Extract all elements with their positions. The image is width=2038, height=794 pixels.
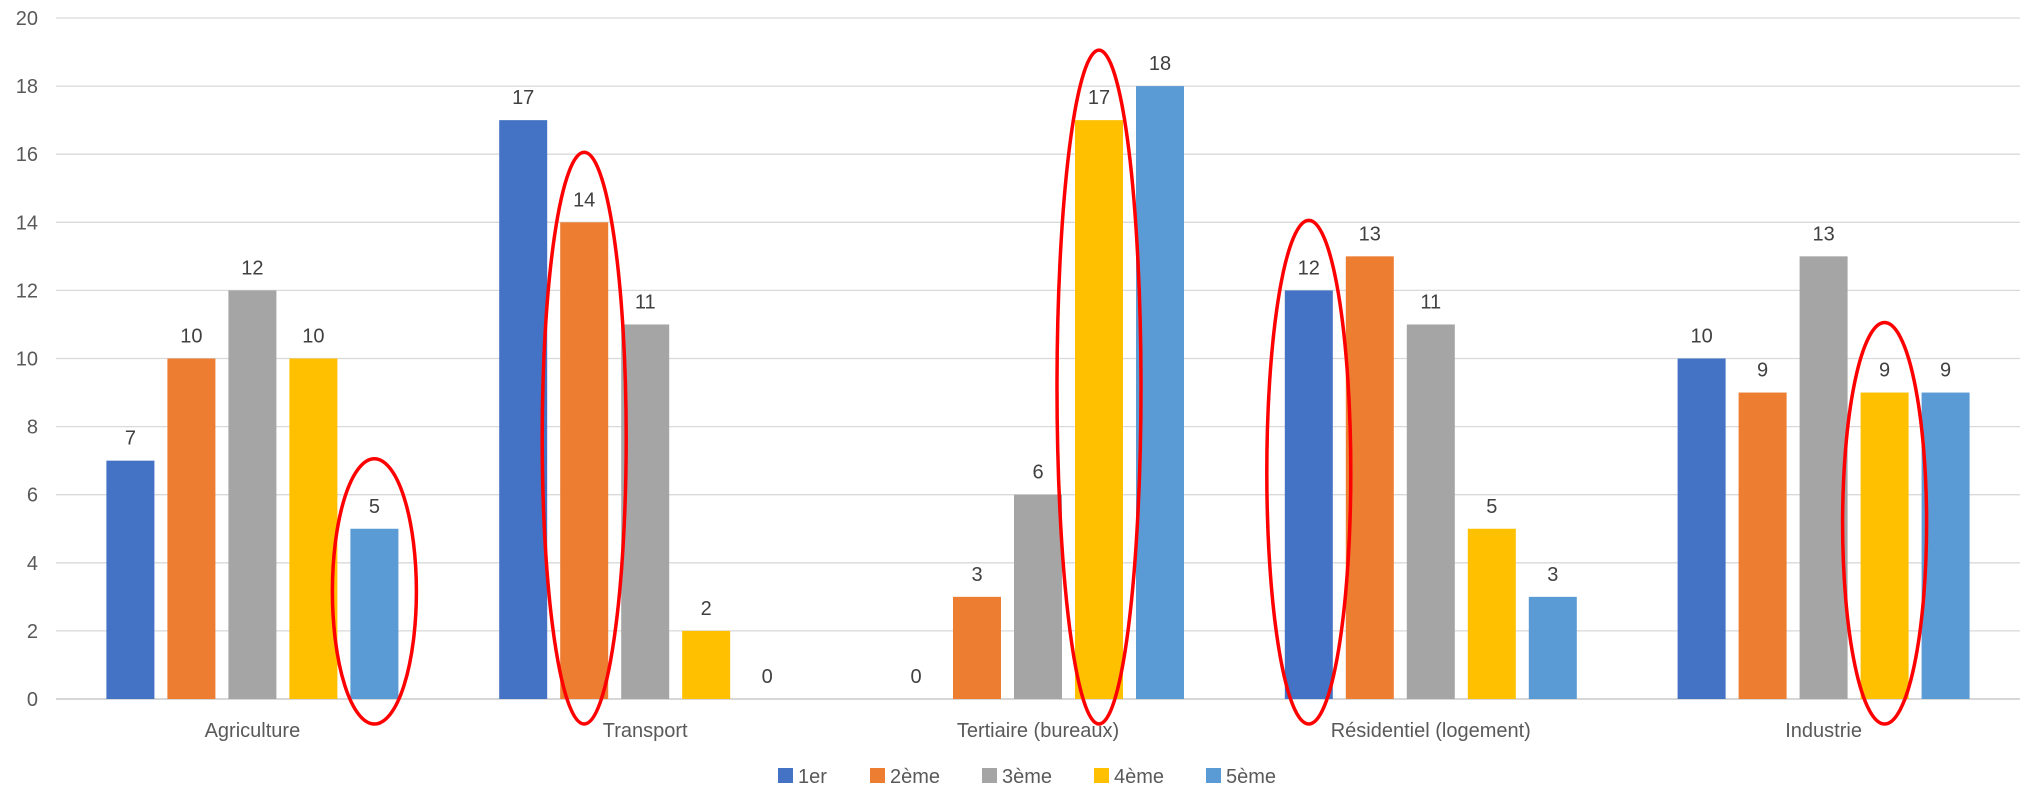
bar	[1075, 120, 1123, 699]
bar	[167, 358, 216, 699]
bar	[1136, 86, 1184, 700]
bar	[1528, 596, 1577, 699]
highlight-ellipses	[330, 48, 1929, 726]
x-category-label: Résidentiel (logement)	[1331, 720, 1531, 742]
data-label: 5	[369, 496, 380, 518]
bar	[1921, 392, 1970, 699]
x-axis-categories: Agriculture Transport Tertiaire (bureaux) R…	[205, 720, 1862, 742]
bar	[1677, 358, 1726, 699]
y-tick-label: 4	[27, 553, 38, 575]
bars	[106, 86, 1970, 700]
data-label: 17	[512, 87, 534, 109]
x-category-label: Agriculture	[205, 720, 301, 742]
legend-label: 3ème	[1002, 766, 1052, 788]
highlight-ellipse	[540, 150, 628, 726]
data-labels: 7 10 12 10 5 17 14 11 2 0 0 3 6 17 18 12 13 11 5 3 10 9 13 9 9	[125, 53, 1951, 688]
data-label: 10	[1690, 326, 1712, 348]
legend-label: 2ème	[890, 766, 940, 788]
data-label: 13	[1359, 223, 1381, 245]
bar	[228, 290, 277, 699]
bar	[499, 120, 548, 699]
y-tick-label: 0	[27, 689, 38, 711]
bar	[1467, 528, 1516, 699]
data-label: 12	[241, 257, 263, 279]
y-tick-label: 8	[27, 417, 38, 439]
bar	[682, 630, 731, 699]
data-label: 6	[1032, 462, 1043, 484]
bar	[1738, 392, 1787, 699]
bar	[106, 460, 155, 699]
bar	[350, 528, 399, 699]
y-tick-label: 2	[27, 621, 38, 643]
data-label: 11	[635, 291, 656, 313]
data-label: 9	[1940, 360, 1951, 382]
data-label: 11	[1420, 291, 1441, 313]
bar	[1014, 494, 1062, 699]
bar	[560, 222, 609, 700]
x-category-label: Tertiaire (bureaux)	[957, 720, 1119, 742]
data-label: 3	[971, 564, 982, 586]
data-label: 18	[1149, 53, 1171, 75]
bar	[621, 324, 670, 699]
data-label: 2	[701, 598, 712, 620]
y-tick-label: 16	[16, 144, 38, 166]
bar	[1860, 392, 1909, 699]
bar	[1345, 256, 1394, 699]
legend-swatch	[982, 768, 997, 783]
data-label: 13	[1812, 223, 1834, 245]
x-category-label: Transport	[603, 720, 688, 742]
data-label: 17	[1088, 87, 1110, 109]
y-tick-label: 18	[16, 76, 38, 98]
highlight-ellipse	[1840, 320, 1929, 726]
legend: 1er 2ème 3ème 4ème 5ème	[778, 766, 1276, 788]
legend-label: 1er	[798, 766, 827, 788]
y-tick-label: 14	[16, 212, 38, 234]
legend-swatch	[1206, 768, 1221, 783]
highlight-ellipse	[330, 457, 419, 726]
data-label: 14	[573, 189, 595, 211]
bar	[1799, 256, 1848, 699]
legend-label: 4ème	[1114, 766, 1164, 788]
highlight-ellipse	[1055, 48, 1143, 726]
x-category-label: Industrie	[1785, 720, 1862, 742]
legend-label: 5ème	[1226, 766, 1276, 788]
bar	[289, 358, 338, 699]
bar	[1284, 290, 1333, 699]
legend-swatch	[1094, 768, 1109, 783]
data-label: 5	[1486, 496, 1497, 518]
bar	[953, 596, 1001, 699]
data-label: 9	[1879, 360, 1890, 382]
bar	[1406, 324, 1455, 699]
data-label: 7	[125, 428, 136, 450]
data-label: 0	[762, 666, 773, 688]
data-label: 0	[910, 666, 921, 688]
y-tick-label: 6	[27, 485, 38, 507]
data-label: 12	[1298, 257, 1320, 279]
legend-swatch	[778, 768, 793, 783]
legend-swatch	[870, 768, 885, 783]
highlight-ellipse	[1265, 218, 1353, 726]
data-label: 3	[1547, 564, 1558, 586]
y-tick-label: 20	[16, 8, 38, 30]
y-tick-label: 10	[16, 349, 38, 371]
y-tick-label: 12	[16, 280, 38, 302]
y-axis-ticks: 0 2 4 6 8 10 12 14 16 18 20	[16, 8, 38, 711]
data-label: 10	[180, 326, 202, 348]
data-label: 10	[302, 326, 324, 348]
data-label: 9	[1757, 360, 1768, 382]
